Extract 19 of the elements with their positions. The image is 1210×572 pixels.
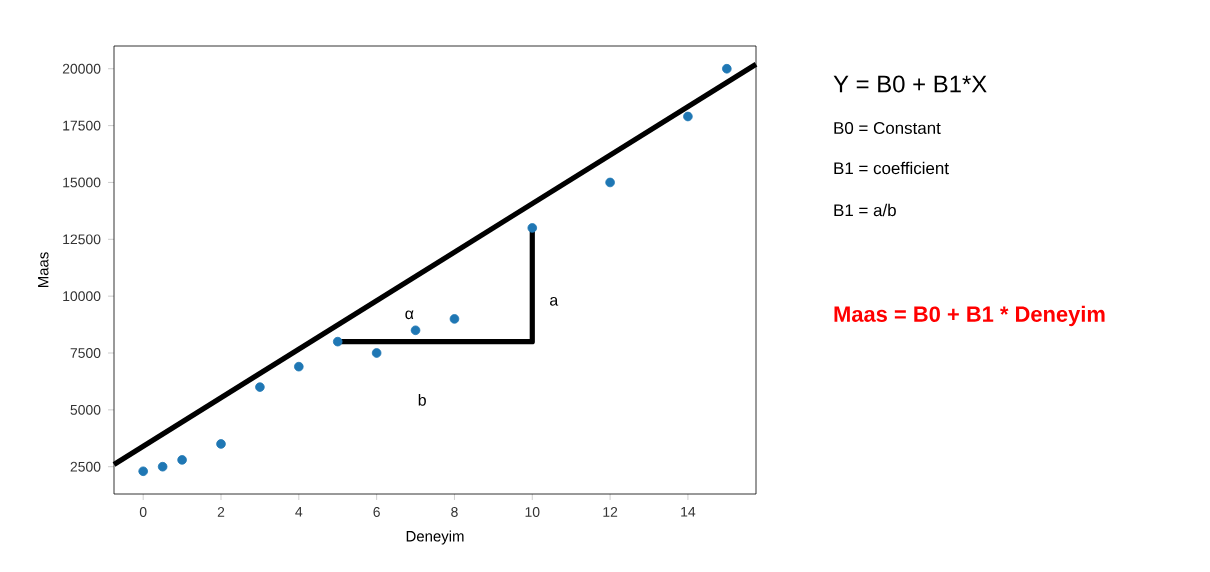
point (216, 439, 226, 449)
point (138, 466, 148, 477)
point (371, 348, 382, 358)
point (605, 177, 615, 188)
point (527, 223, 538, 233)
text: B0 = Constant (834, 122, 941, 134)
point (157, 461, 168, 472)
text: Y = B0 + B1*X (833, 75, 987, 93)
point (722, 63, 732, 74)
text: B1 = coefficient (834, 161, 949, 175)
point (449, 314, 460, 324)
point (294, 361, 304, 372)
point (410, 325, 421, 336)
point (332, 336, 343, 347)
point (255, 382, 265, 392)
point (177, 455, 187, 465)
text: Maas = B0 + B1 * Deneyim (834, 305, 1105, 327)
point (683, 111, 693, 122)
text: B1 = a/b (834, 203, 896, 217)
